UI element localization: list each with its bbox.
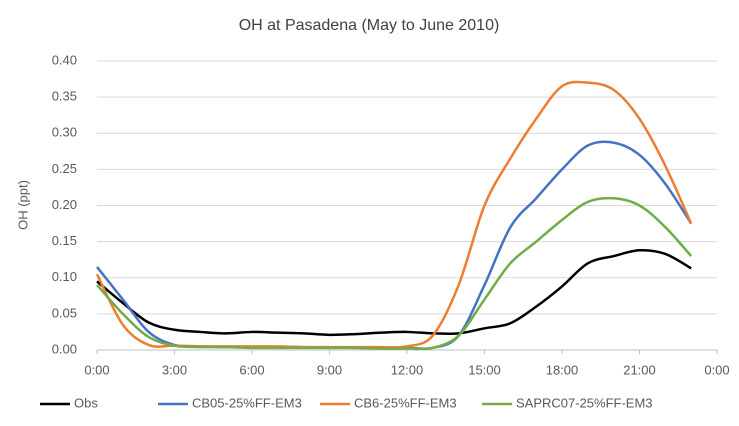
- y-tick-label: 0.00: [52, 341, 77, 356]
- legend-label: CB05-25%FF-EM3: [192, 395, 302, 410]
- x-tick-label: 0:00: [84, 362, 109, 377]
- legend-label: Obs: [74, 395, 98, 410]
- y-tick-label: 0.05: [52, 305, 77, 320]
- x-tick-label: 0:00: [704, 362, 729, 377]
- x-tick-label: 3:00: [162, 362, 187, 377]
- y-tick-label: 0.15: [52, 233, 77, 248]
- y-tick-label: 0.30: [52, 125, 77, 140]
- y-tick-label: 0.35: [52, 89, 77, 104]
- y-axis-title: OH (ppt): [15, 180, 30, 230]
- x-tick-label: 9:00: [317, 362, 342, 377]
- legend-label: CB6-25%FF-EM3: [354, 395, 457, 410]
- legend-label: SAPRC07-25%FF-EM3: [516, 395, 653, 410]
- x-tick-label: 15:00: [468, 362, 501, 377]
- y-tick-label: 0.20: [52, 197, 77, 212]
- series-line: [95, 80, 693, 349]
- x-tick-label: 21:00: [623, 362, 656, 377]
- x-tick-label: 6:00: [239, 362, 264, 377]
- x-tick-label: 18:00: [546, 362, 579, 377]
- series-line: [96, 196, 693, 351]
- y-tick-label: 0.40: [52, 52, 77, 67]
- x-tick-label: 12:00: [391, 362, 424, 377]
- series-line: [96, 140, 693, 350]
- chart-title: OH at Pasadena (May to June 2010): [239, 17, 500, 34]
- series-line: [96, 248, 692, 337]
- y-tick-label: 0.25: [52, 161, 77, 176]
- y-tick-label: 0.10: [52, 269, 77, 284]
